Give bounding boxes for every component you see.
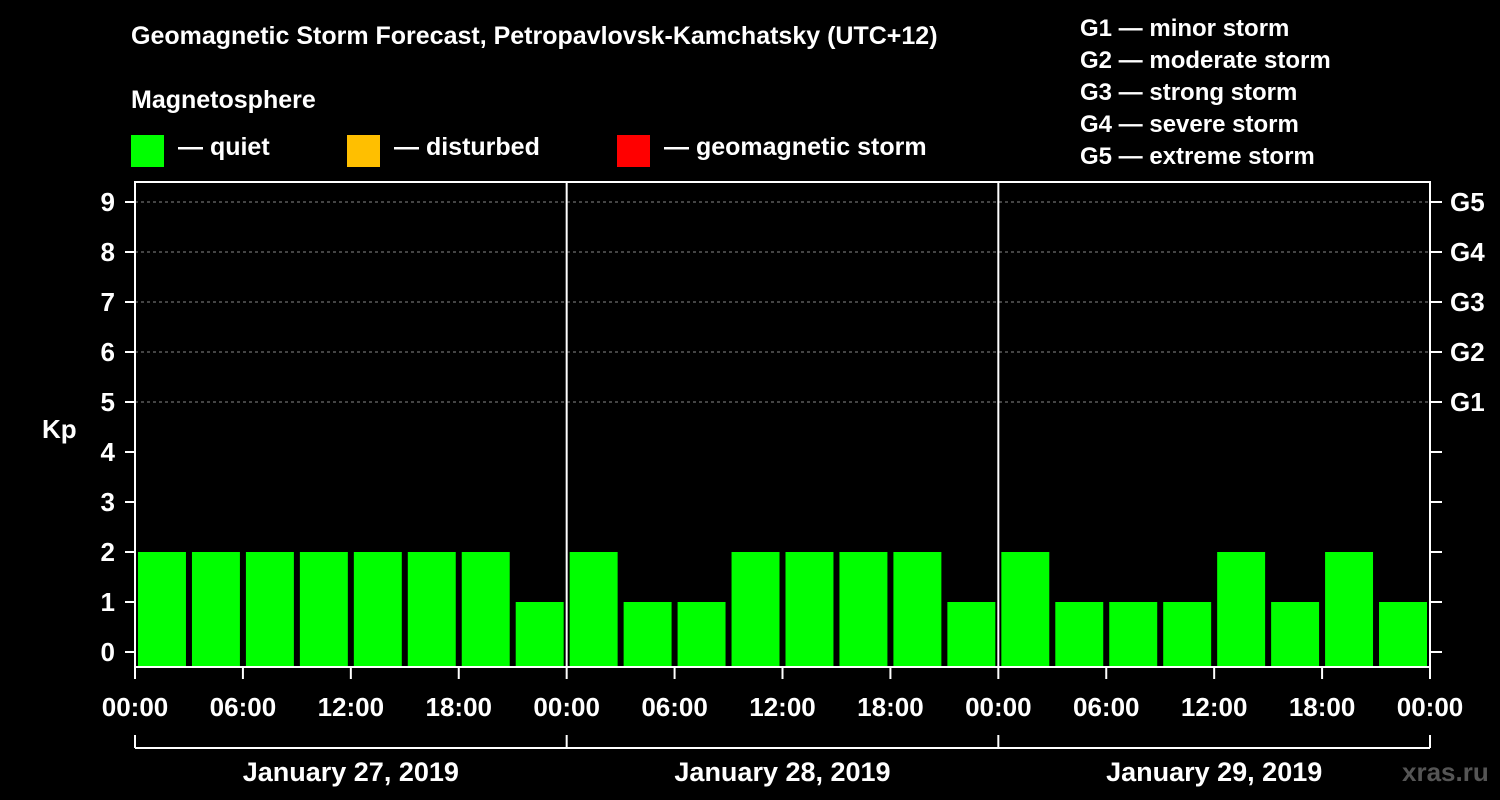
chart-title: Geomagnetic Storm Forecast, Petropavlovs… — [131, 22, 938, 50]
kp-bar-15 — [947, 602, 996, 667]
xtick-label-10: 12:00 — [1181, 692, 1248, 722]
xtick-label-7: 18:00 — [857, 692, 924, 722]
y-axis-title: Kp — [42, 414, 77, 444]
kp-bar-14 — [893, 552, 942, 667]
legend-swatch-storm — [617, 135, 650, 167]
xtick-label-3: 18:00 — [426, 692, 493, 722]
storm-scale-g2: G2 — moderate storm — [1080, 47, 1331, 74]
ytick-label-4: 4 — [101, 437, 116, 467]
xtick-label-2: 12:00 — [318, 692, 385, 722]
kp-bar-6 — [461, 552, 510, 667]
watermark: xras.ru — [1402, 757, 1489, 787]
kp-bar-17 — [1055, 602, 1104, 667]
xtick-label-5: 06:00 — [641, 692, 708, 722]
ytick-label-8: 8 — [101, 237, 115, 267]
ytick-label-2: 2 — [101, 537, 115, 567]
kp-bar-21 — [1271, 602, 1320, 667]
kp-bar-7 — [515, 602, 564, 667]
storm-scale-legend: G1 — minor storm G2 — moderate storm G3 … — [1080, 14, 1331, 174]
kp-bar-8 — [569, 552, 618, 667]
legend-swatch-quiet — [131, 135, 164, 167]
day-label-0: January 27, 2019 — [243, 757, 459, 787]
kp-bar-3 — [299, 552, 348, 667]
axis-layer — [125, 181, 1442, 749]
g-level-label-g2: G2 — [1450, 337, 1485, 367]
ytick-label-6: 6 — [101, 337, 115, 367]
kp-bar-22 — [1325, 552, 1374, 667]
day-label-1: January 28, 2019 — [674, 757, 890, 787]
ytick-label-5: 5 — [101, 387, 115, 417]
kp-bar-9 — [623, 602, 672, 667]
kp-bar-12 — [785, 552, 834, 667]
g-level-label-g3: G3 — [1450, 287, 1485, 317]
magnetosphere-label: Magnetosphere — [131, 86, 316, 114]
ytick-label-7: 7 — [101, 287, 115, 317]
g-level-label-g1: G1 — [1450, 387, 1485, 417]
kp-bar-23 — [1379, 602, 1427, 667]
xtick-label-12: 00:00 — [1397, 692, 1464, 722]
label-layer: 0 1 2 3 4 5 6 7 8 9 G1 G2 G3 G4 G5 Kp 00:00 06:00 12:00 18:… — [42, 187, 1485, 787]
kp-bar-2 — [245, 552, 294, 667]
xtick-label-11: 18:00 — [1289, 692, 1356, 722]
storm-scale-g3: G3 — strong storm — [1080, 79, 1298, 106]
kp-bar-20 — [1217, 552, 1266, 667]
ytick-label-0: 0 — [101, 637, 115, 667]
storm-scale-g5: G5 — extreme storm — [1080, 143, 1315, 170]
legend-label-disturbed: — disturbed — [394, 133, 540, 161]
xtick-label-4: 00:00 — [533, 692, 600, 722]
kp-bar-0 — [138, 552, 186, 667]
xtick-label-6: 12:00 — [749, 692, 816, 722]
xtick-label-9: 06:00 — [1073, 692, 1140, 722]
grid-layer — [135, 201, 1430, 403]
storm-scale-g4: G4 — severe storm — [1080, 111, 1299, 138]
kp-bar-10 — [677, 602, 726, 667]
ytick-label-1: 1 — [101, 587, 115, 617]
xtick-label-0: 00:00 — [102, 692, 169, 722]
legend-label-quiet: — quiet — [178, 133, 270, 161]
kp-bar-16 — [1001, 552, 1050, 667]
kp-bar-1 — [191, 552, 240, 667]
bar-layer — [138, 552, 1427, 667]
g-level-label-g4: G4 — [1450, 237, 1485, 267]
legend-swatch-disturbed — [347, 135, 380, 167]
kp-bar-4 — [353, 552, 402, 667]
kp-bar-19 — [1163, 602, 1212, 667]
kp-bar-5 — [407, 552, 456, 667]
kp-bar-18 — [1109, 602, 1158, 667]
xtick-label-8: 00:00 — [965, 692, 1032, 722]
storm-scale-g1: G1 — minor storm — [1080, 15, 1290, 42]
kp-bar-13 — [839, 552, 888, 667]
ytick-label-3: 3 — [101, 487, 115, 517]
ytick-label-9: 9 — [101, 187, 115, 217]
g-level-label-g5: G5 — [1450, 187, 1485, 217]
day-label-2: January 29, 2019 — [1106, 757, 1322, 787]
legend-label-storm: — geomagnetic storm — [664, 133, 927, 161]
xtick-label-1: 06:00 — [210, 692, 277, 722]
kp-bar-11 — [731, 552, 780, 667]
